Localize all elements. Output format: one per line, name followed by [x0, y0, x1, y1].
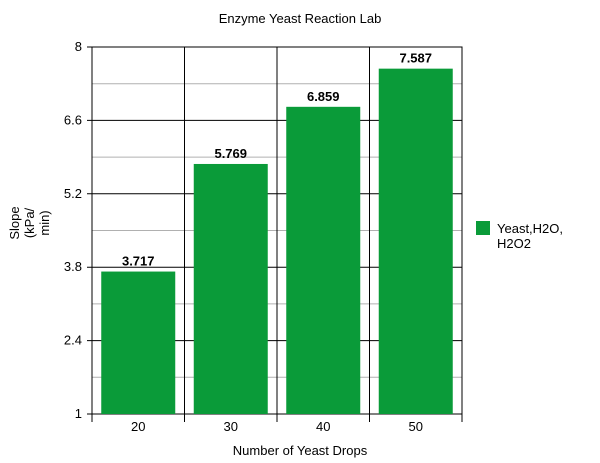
- x-tick-label: 20: [131, 419, 145, 434]
- legend-entry-line-2: H2O2: [497, 236, 531, 251]
- bar-30: [193, 163, 268, 414]
- y-tick-label: 6.6: [64, 112, 82, 127]
- data-label: 7.587: [399, 51, 432, 66]
- data-labels: 3.717 5.769 6.859 7.587: [122, 51, 432, 269]
- y-tick-labels: 1 2.4 3.8 5.2 6.6 8: [64, 39, 82, 421]
- bar-40: [286, 106, 361, 415]
- y-tick-label: 2.4: [64, 333, 82, 348]
- data-label: 6.859: [307, 89, 340, 104]
- bars: [101, 68, 453, 415]
- y-tick-label: 1: [75, 406, 82, 421]
- y-axis-label-line-3: min): [37, 210, 52, 235]
- x-tick-label: 40: [316, 419, 330, 434]
- legend-swatch: [476, 221, 490, 235]
- x-axis-label: Number of Yeast Drops: [233, 443, 368, 458]
- x-tick-labels: 20 30 40 50: [131, 419, 423, 434]
- x-tick-label: 50: [409, 419, 423, 434]
- bar-50: [378, 68, 453, 414]
- legend: Yeast,H2O, H2O2: [476, 221, 563, 251]
- bar-20: [101, 271, 176, 414]
- y-axis-label-line-2: (kPa/: [22, 207, 37, 238]
- legend-entry-line-1: Yeast,H2O,: [497, 221, 563, 236]
- chart-title: Enzyme Yeast Reaction Lab: [219, 11, 382, 26]
- data-label: 5.769: [214, 146, 247, 161]
- y-tick-label: 5.2: [64, 186, 82, 201]
- y-axis-label-line-1: Slope: [7, 206, 22, 239]
- y-axis-title: Slope (kPa/ min): [7, 206, 52, 239]
- y-tick-label: 8: [75, 39, 82, 54]
- y-tick-label: 3.8: [64, 259, 82, 274]
- data-label: 3.717: [122, 254, 155, 269]
- x-tick-label: 30: [224, 419, 238, 434]
